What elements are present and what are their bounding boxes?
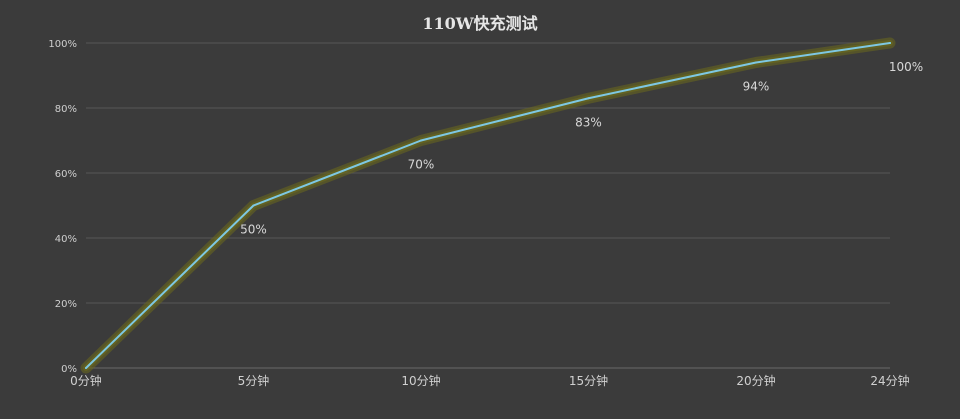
data-point (252, 204, 255, 207)
data-point (420, 139, 422, 142)
x-tick-label: 15分钟 (569, 373, 608, 388)
y-axis-ticks: 0% 20% 40% 60% 80% 100% (48, 39, 77, 375)
data-point (85, 367, 87, 369)
x-tick-label: 10分钟 (401, 373, 440, 388)
series-line-glow (80, 37, 896, 374)
data-label: 100% (889, 60, 923, 74)
x-axis-ticks: 0分钟 5分钟 10分钟 15分钟 20分钟 24分钟 (70, 373, 909, 388)
y-tick-label: 60% (55, 169, 77, 180)
data-label: 50% (240, 223, 267, 237)
data-point (889, 42, 891, 44)
data-labels: 50% 70% 83% 94% 100% (240, 60, 923, 237)
data-point (587, 97, 590, 100)
data-label: 94% (743, 80, 770, 94)
series-line-glow (83, 40, 893, 371)
series-line-group (80, 37, 896, 374)
x-tick-label: 5分钟 (238, 373, 270, 388)
series-line (85, 42, 891, 369)
x-tick-label: 24分钟 (870, 373, 909, 388)
y-tick-label: 100% (48, 39, 77, 50)
x-tick-label: 0分钟 (70, 373, 102, 388)
x-tick-label: 20分钟 (736, 373, 775, 388)
chart-title: 110W快充测试 (422, 14, 538, 33)
data-label: 70% (408, 158, 435, 172)
y-tick-label: 0% (61, 364, 77, 375)
y-tick-label: 40% (55, 234, 77, 245)
data-label: 83% (575, 115, 602, 129)
y-tick-label: 80% (55, 104, 77, 115)
data-point (755, 61, 757, 64)
y-tick-label: 20% (55, 299, 77, 310)
gridlines (86, 42, 890, 369)
